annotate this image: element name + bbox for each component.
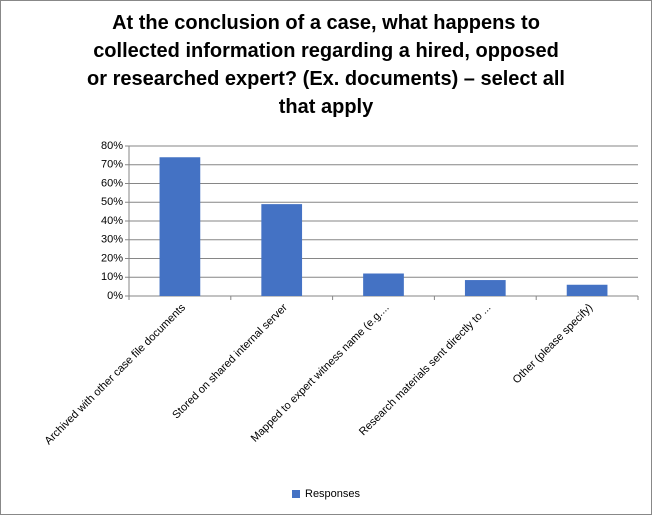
bar (464, 280, 506, 296)
x-tick-label: Other (please specify) (511, 302, 596, 387)
legend-swatch (292, 490, 300, 498)
y-tick-label: 10% (101, 271, 123, 283)
y-tick-label: 80% (101, 140, 123, 152)
y-tick-label: 0% (107, 290, 123, 302)
y-tick-label: 30% (101, 234, 123, 246)
y-tick-label: 20% (101, 252, 123, 264)
bar (159, 157, 201, 296)
y-tick-label: 70% (101, 159, 123, 171)
bar (261, 204, 303, 296)
bar (363, 273, 404, 296)
chart-title: At the conclusion of a case, what happen… (87, 12, 565, 118)
bar (566, 284, 608, 296)
y-tick-label: 60% (101, 177, 123, 189)
x-tick-label: Archived with other case file documents (43, 301, 189, 447)
y-tick-label: 50% (101, 196, 123, 208)
x-tick-label: Stored on shared internal server (170, 301, 290, 421)
legend-label: Responses (305, 488, 361, 500)
y-tick-label: 40% (101, 215, 123, 227)
